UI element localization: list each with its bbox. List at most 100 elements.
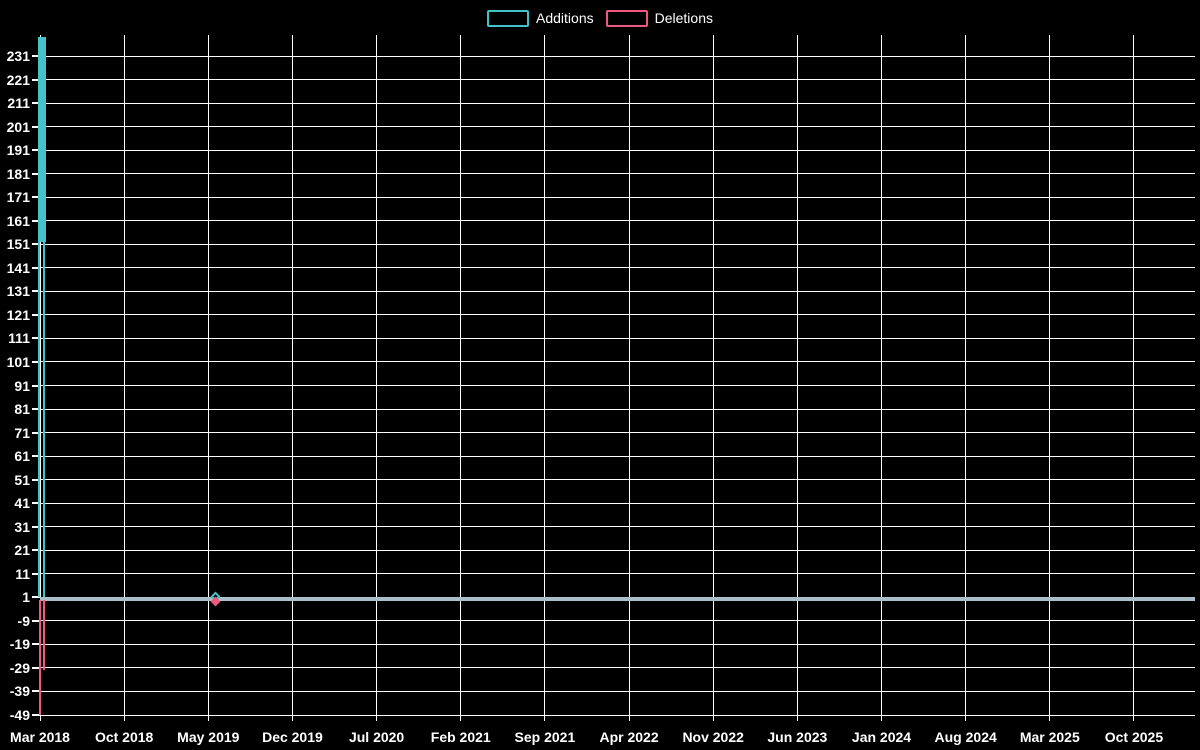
y-gridline (40, 526, 1195, 528)
y-tick-mark (32, 549, 40, 552)
deletions-swatch-icon (605, 9, 648, 27)
x-gridline (796, 34, 798, 721)
deletions-spike-right (42, 599, 45, 671)
y-tick-label: 31 (14, 518, 30, 535)
y-gridline (40, 549, 1195, 551)
y-tick-label: 111 (8, 330, 30, 347)
y-gridline (40, 337, 1195, 339)
additions-swatch-icon (487, 9, 530, 27)
y-gridline (40, 408, 1195, 410)
y-gridline (40, 361, 1195, 363)
additions-spike-left (38, 241, 41, 598)
x-gridline (207, 34, 209, 721)
x-gridline (1049, 34, 1051, 721)
x-tick-label: Dec 2019 (262, 729, 323, 745)
y-gridline (40, 314, 1195, 316)
x-gridline (881, 34, 882, 721)
y-tick-label: 81 (14, 401, 30, 418)
y-tick-mark (32, 478, 40, 481)
y-gridline (40, 455, 1195, 457)
x-tick-label: Jul 2020 (348, 729, 405, 745)
x-gridline (376, 34, 378, 721)
x-tick-label: Mar 2018 (10, 729, 70, 745)
y-tick-label: 21 (14, 542, 30, 559)
y-tick-mark (32, 455, 40, 458)
legend-item-deletions[interactable]: Deletions (605, 9, 713, 27)
y-gridline (40, 690, 1195, 692)
y-tick-mark (32, 313, 40, 316)
x-gridline (460, 34, 462, 721)
y-tick-mark (32, 196, 40, 199)
x-gridline (965, 34, 967, 721)
y-tick-label: 1 (22, 589, 30, 606)
y-gridline (40, 196, 1195, 198)
x-gridline (544, 34, 546, 721)
x-tick-label: Oct 2025 (1104, 729, 1164, 745)
y-tick-mark (32, 243, 40, 246)
y-tick-mark (32, 360, 40, 363)
y-tick-label: 201 (6, 118, 30, 135)
y-tick-mark (32, 666, 40, 669)
additions-spike-band (37, 37, 46, 242)
y-tick-label: 141 (6, 259, 30, 276)
y-tick-label: -19 (9, 636, 30, 653)
y-gridline (40, 267, 1195, 269)
y-tick-label: -49 (9, 707, 30, 723)
y-tick-mark (32, 55, 40, 57)
x-gridline (123, 34, 125, 721)
y-tick-mark (32, 408, 40, 411)
x-gridline (712, 34, 714, 721)
y-gridline (40, 173, 1195, 175)
y-tick-label: 131 (6, 283, 30, 300)
x-tick-label: Feb 2021 (430, 729, 491, 745)
y-tick-label: 171 (6, 189, 30, 206)
y-gridline (40, 714, 1195, 716)
y-tick-mark (32, 525, 40, 528)
x-gridline (628, 34, 630, 721)
y-gridline (40, 79, 1195, 81)
y-tick-mark (32, 149, 40, 152)
y-tick-mark (32, 502, 40, 505)
y-gridline (40, 385, 1195, 386)
legend-item-additions[interactable]: Additions (487, 9, 594, 27)
x-tick-label: Aug 2024 (934, 729, 997, 745)
y-tick-mark (32, 690, 40, 693)
y-tick-mark (32, 643, 40, 646)
y-tick-mark (32, 290, 40, 293)
y-tick-mark (32, 172, 40, 175)
y-tick-label: 121 (6, 306, 30, 323)
y-tick-mark (32, 714, 40, 716)
baseline-line (40, 596, 1195, 601)
y-tick-label: 11 (15, 565, 30, 582)
y-tick-mark (32, 78, 40, 81)
y-gridline (40, 479, 1195, 481)
y-gridline (40, 667, 1195, 669)
y-tick-mark (32, 572, 40, 575)
y-tick-mark (32, 384, 40, 387)
y-tick-label: -9 (17, 612, 30, 629)
x-gridline (291, 34, 293, 721)
additions-spike-right (43, 241, 46, 598)
y-tick-label: 181 (6, 165, 30, 182)
y-tick-label: 51 (14, 471, 30, 488)
x-gridline (1133, 34, 1135, 721)
y-tick-mark (32, 219, 40, 222)
y-tick-label: 151 (6, 236, 30, 253)
y-tick-label: 221 (6, 71, 30, 88)
y-gridline (40, 643, 1195, 645)
legend-label-deletions: Deletions (654, 10, 713, 26)
legend: Additions Deletions (0, 8, 1200, 28)
y-tick-label: 161 (6, 212, 30, 229)
y-tick-mark (32, 125, 40, 128)
y-tick-label: 91 (14, 377, 30, 394)
y-tick-mark (32, 337, 40, 340)
y-tick-label: 231 (6, 48, 30, 64)
x-tick-label: Sep 2021 (514, 729, 576, 745)
y-tick-label: 191 (6, 142, 30, 159)
y-tick-label: 61 (14, 448, 30, 465)
y-gridline (40, 243, 1195, 245)
y-tick-mark (32, 431, 40, 434)
x-tick-label: Jan 2024 (851, 729, 912, 745)
